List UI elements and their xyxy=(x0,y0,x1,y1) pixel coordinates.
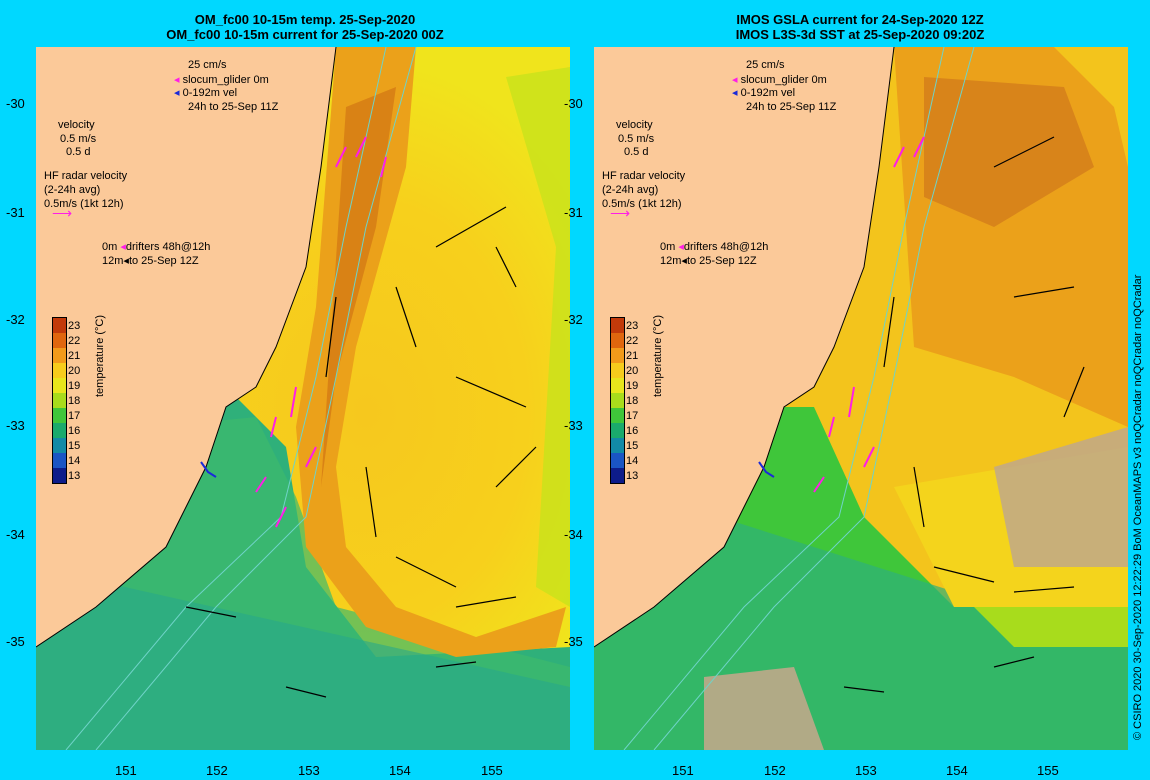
left-lat-label: -32 xyxy=(6,312,25,327)
right-lat-label: -30 xyxy=(564,96,583,111)
left-title: OM_fc00 10-15m temp. 25-Sep-2020 OM_fc00… xyxy=(40,12,570,42)
right-hf-scale: 0.5m/s (1kt 12h) xyxy=(602,198,682,210)
left-colorbar-label: temperature (°C) xyxy=(94,314,106,397)
left-colorbar xyxy=(52,317,67,484)
left-hf-radar-vectors xyxy=(255,136,387,528)
right-hf-arrow: ⟶ xyxy=(610,205,631,221)
left-drift-12m: 12m◂to 25-Sep 12Z xyxy=(102,255,199,267)
right-glider-vel-label: ◂ 0-192m vel xyxy=(732,87,796,99)
left-title-line1: OM_fc00 10-15m temp. 25-Sep-2020 xyxy=(194,12,416,27)
left-lat-label: -35 xyxy=(6,634,25,649)
left-glider-vel-label: ◂ 0-192m vel xyxy=(174,87,238,99)
right-velocity-title: velocity xyxy=(616,119,653,131)
left-lon-label: 154 xyxy=(389,763,411,778)
left-map-field xyxy=(36,47,570,750)
right-current-vectors xyxy=(843,136,1085,693)
left-drift-0m: 0m ◂drifters 48h@12h xyxy=(102,241,211,253)
right-hf-title: HF radar velocity xyxy=(602,170,686,182)
left-scale-label: 25 cm/s xyxy=(188,59,227,71)
left-title-line2: OM_fc00 10-15m current for 25-Sep-2020 0… xyxy=(166,27,444,42)
right-title-line2: IMOS L3S-3d SST at 25-Sep-2020 09:20Z xyxy=(735,27,985,42)
right-drift-12m: 12m◂to 25-Sep 12Z xyxy=(660,255,757,267)
left-velocity-ms: 0.5 m/s xyxy=(60,133,97,145)
right-lon-label: 154 xyxy=(946,763,968,778)
right-lon-label: 151 xyxy=(672,763,694,778)
right-lon-label: 153 xyxy=(855,763,877,778)
right-hf-radar-vectors xyxy=(813,136,925,493)
right-lon-label: 152 xyxy=(764,763,786,778)
right-lat-label: -34 xyxy=(564,527,583,542)
left-lat-label: -31 xyxy=(6,205,25,220)
right-map-field xyxy=(594,47,1128,750)
right-colorbar-ticks: 23 22 21 20 19 18 17 16 15 14 13 xyxy=(626,320,639,482)
right-glider-time: 24h to 25-Sep 11Z xyxy=(746,101,837,113)
right-title-line1: IMOS GSLA current for 24-Sep-2020 12Z xyxy=(736,12,984,27)
right-lon-label: 155 xyxy=(1037,763,1059,778)
right-lat-label: -31 xyxy=(564,205,583,220)
left-lat-label: -34 xyxy=(6,527,25,542)
left-lat-label: -30 xyxy=(6,96,25,111)
left-hf-arrow: ⟶ xyxy=(52,205,73,221)
right-lat-label: -33 xyxy=(564,418,583,433)
credits-side-text: © CSIRO 2020 30-Sep-2020 12:22:29 BoM Oc… xyxy=(1132,274,1144,740)
right-title: IMOS GSLA current for 24-Sep-2020 12Z IM… xyxy=(595,12,1125,42)
right-scale-label: 25 cm/s xyxy=(746,59,785,71)
right-hf-avg: (2-24h avg) xyxy=(602,184,659,196)
left-velocity-d: 0.5 d xyxy=(66,146,91,158)
left-velocity-title: velocity xyxy=(58,119,95,131)
left-glider-label: ◂ slocum_glider 0m xyxy=(174,74,269,86)
left-colorbar-ticks: 23 22 21 20 19 18 17 16 15 14 13 xyxy=(68,320,81,482)
right-glider-label: ◂ slocum_glider 0m xyxy=(732,74,827,86)
right-velocity-d: 0.5 d xyxy=(624,146,649,158)
left-lon-label: 153 xyxy=(298,763,320,778)
left-lat-label: -33 xyxy=(6,418,25,433)
left-lon-label: 151 xyxy=(115,763,137,778)
right-colorbar-label: temperature (°C) xyxy=(652,314,664,397)
left-current-vectors xyxy=(185,206,537,698)
right-drift-0m: 0m ◂drifters 48h@12h xyxy=(660,241,769,253)
left-glider-time: 24h to 25-Sep 11Z xyxy=(188,101,279,113)
right-lat-label: -35 xyxy=(564,634,583,649)
left-lon-label: 152 xyxy=(206,763,228,778)
left-map: 25 cm/s ◂ slocum_glider 0m ◂ 0-192m vel … xyxy=(36,47,570,750)
right-velocity-ms: 0.5 m/s xyxy=(618,133,655,145)
right-lat-label: -32 xyxy=(564,312,583,327)
left-hf-scale: 0.5m/s (1kt 12h) xyxy=(44,198,124,210)
left-lon-label: 155 xyxy=(481,763,503,778)
right-map: 25 cm/s ◂ slocum_glider 0m ◂ 0-192m vel … xyxy=(594,47,1128,750)
left-hf-avg: (2-24h avg) xyxy=(44,184,101,196)
left-hf-title: HF radar velocity xyxy=(44,170,128,182)
right-colorbar xyxy=(610,317,625,484)
